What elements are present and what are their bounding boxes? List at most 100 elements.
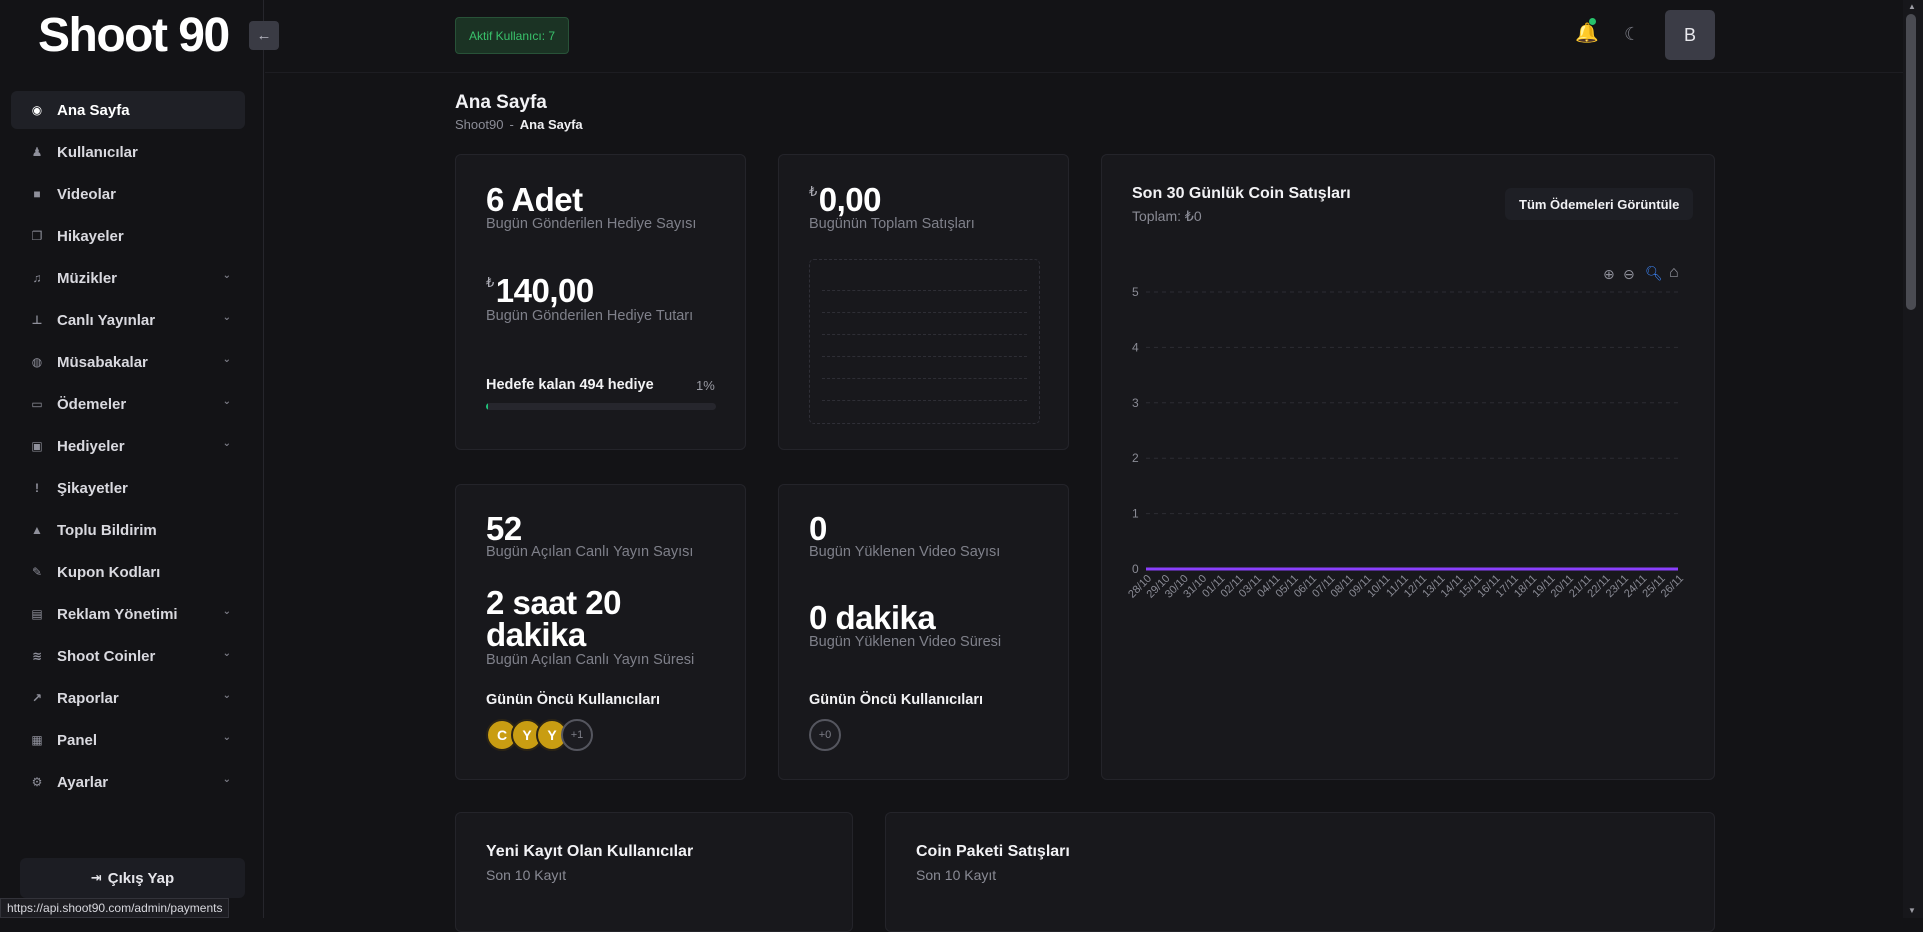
sales-amount-value: 0,00 (818, 181, 882, 218)
sidebar-item-ana-sayfa[interactable]: ◉ Ana Sayfa (11, 91, 245, 129)
home-icon[interactable]: ⌂ (1669, 264, 1679, 281)
sidebar-item-şikayetler[interactable]: ! Şikayetler (11, 469, 245, 507)
notification-dot (1589, 18, 1596, 25)
breadcrumb-separator: - (509, 117, 514, 132)
sidebar-item-reklam-yönetimi[interactable]: ▤ Reklam Yönetimi ⌄ (11, 595, 245, 633)
sidebar-item-label: Canlı Yayınlar (57, 311, 156, 329)
sidebar-nav: ◉ Ana Sayfa ♟ Kullanıcılar ■ Videolar ❐ Hikayel… (11, 91, 245, 805)
zoom-in-icon[interactable]: ⊕ (1603, 266, 1615, 282)
sidebar-item-label: Raporlar (57, 689, 119, 707)
user-avatar-button[interactable]: B (1665, 10, 1715, 60)
notification-bell-icon[interactable]: 🔔 (1575, 23, 1599, 44)
chevron-down-icon: ⌄ (222, 396, 231, 407)
sidebar-item-icon: ▭ (31, 397, 43, 411)
breadcrumb-current: Ana Sayfa (519, 117, 583, 132)
new-users-subtitle: Son 10 Kayıt (486, 867, 567, 883)
goal-progress-bar (486, 403, 716, 410)
logout-label: Çıkış Yap (107, 869, 175, 887)
goal-progress-fill (486, 403, 489, 410)
y-tick-label: 1 (1132, 507, 1139, 521)
top-users-label: Günün Öncü Kullanıcıları (486, 692, 661, 708)
top-users-label: Günün Öncü Kullanıcıları (809, 692, 984, 708)
gift-amount-label: Bugün Gönderilen Hediye Tutarı (486, 308, 694, 324)
live-duration-line1: 2 saat 20 (486, 584, 621, 621)
top-users-avatars: C Y Y +1 (486, 719, 593, 751)
zoom-icon[interactable]: 🔍︎ (1645, 265, 1663, 281)
gift-amount: ₺140,00 (486, 274, 594, 307)
live-card: 52 Bugün Açılan Canlı Yayın Sayısı 2 saa… (455, 484, 746, 780)
more-users-badge[interactable]: +1 (561, 719, 593, 751)
sidebar-item-ayarlar[interactable]: ⚙ Ayarlar ⌄ (11, 763, 245, 801)
sales-mini-chart (809, 259, 1040, 424)
scroll-up-icon[interactable]: ▲ (1908, 2, 1916, 11)
new-users-card: Yeni Kayıt Olan Kullanıcılar Son 10 Kayı… (455, 812, 853, 932)
sidebar-item-icon: ♫ (32, 271, 42, 285)
scrollbar-thumb[interactable] (1906, 14, 1916, 310)
chevron-down-icon: ⌄ (222, 648, 231, 659)
video-count: 0 (809, 510, 827, 547)
sidebar-item-label: Kullanıcılar (57, 143, 138, 161)
y-tick-label: 3 (1132, 396, 1139, 410)
y-tick-label: 2 (1132, 451, 1139, 465)
collapse-sidebar-button[interactable]: ← (249, 21, 279, 50)
scroll-down-icon[interactable]: ▼ (1908, 906, 1916, 915)
sidebar-item-icon: ▲ (31, 523, 43, 537)
sidebar-item-label: Hediyeler (57, 437, 125, 455)
sidebar-item-icon: ↗ (31, 691, 43, 705)
sidebar-item-icon: ⊥ (31, 313, 43, 327)
new-users-title: Yeni Kayıt Olan Kullanıcılar (486, 843, 694, 860)
sidebar-item-kullanıcılar[interactable]: ♟ Kullanıcılar (11, 133, 245, 171)
sidebar-item-icon: ✎ (31, 565, 43, 579)
logo[interactable]: Shoot 90 (38, 9, 230, 62)
logout-button[interactable]: ⇥ Çıkış Yap (20, 858, 245, 898)
live-count-label: Bugün Açılan Canlı Yayın Sayısı (486, 544, 694, 560)
y-tick-label: 5 (1132, 285, 1139, 299)
sales-label: Bugünün Toplam Satışları (809, 216, 975, 232)
y-tick-label: 4 (1132, 340, 1139, 354)
sidebar-item-ödemeler[interactable]: ▭ Ödemeler ⌄ (11, 385, 245, 423)
gift-amount-value: 140,00 (495, 272, 594, 309)
sidebar: Shoot 90 ← ◉ Ana Sayfa ♟ Kullanıcılar ■ Video… (0, 0, 279, 918)
sidebar-item-label: Shoot Coinler (57, 647, 156, 665)
coin-packages-title: Coin Paketi Satışları (916, 843, 1070, 860)
top-users-avatars: +0 (809, 719, 841, 751)
video-card: 0 Bugün Yüklenen Video Sayısı 0 dakika B… (778, 484, 1069, 780)
currency-symbol: ₺ (809, 184, 817, 199)
sidebar-item-label: Hikayeler (57, 227, 124, 245)
currency-symbol: ₺ (486, 275, 494, 290)
sidebar-item-icon: ▦ (31, 733, 43, 747)
breadcrumb-root[interactable]: Shoot90 (455, 117, 504, 132)
sidebar-item-icon: ■ (33, 187, 41, 201)
sales-amount: ₺0,00 (809, 181, 882, 218)
live-count: 52 (486, 510, 522, 547)
live-duration-line2: dakika (486, 616, 586, 653)
sidebar-item-label: Ana Sayfa (57, 101, 130, 119)
sidebar-item-shoot-coinler[interactable]: ≋ Shoot Coinler ⌄ (11, 637, 245, 675)
sidebar-item-hediyeler[interactable]: ▣ Hediyeler ⌄ (11, 427, 245, 465)
zoom-out-icon[interactable]: ⊖ (1623, 266, 1635, 282)
chevron-down-icon: ⌄ (222, 606, 231, 617)
sidebar-item-videolar[interactable]: ■ Videolar (11, 175, 245, 213)
sidebar-item-müzikler[interactable]: ♫ Müzikler ⌄ (11, 259, 245, 297)
sidebar-item-panel[interactable]: ▦ Panel ⌄ (11, 721, 245, 759)
chevron-down-icon: ⌄ (222, 312, 231, 323)
sidebar-item-hikayeler[interactable]: ❐ Hikayeler (11, 217, 245, 255)
theme-toggle-moon-icon[interactable]: ☾ (1624, 24, 1641, 44)
sidebar-item-label: Videolar (57, 185, 116, 203)
sidebar-item-kupon-kodları[interactable]: ✎ Kupon Kodları (11, 553, 245, 591)
sidebar-item-icon: ≋ (31, 649, 43, 663)
sidebar-item-raporlar[interactable]: ↗ Raporlar ⌄ (11, 679, 245, 717)
page-title: Ana Sayfa (455, 92, 547, 113)
video-duration: 0 dakika (809, 599, 936, 636)
view-all-payments-button[interactable]: Tüm Ödemeleri Görüntüle (1505, 188, 1694, 220)
more-users-badge[interactable]: +0 (809, 719, 841, 751)
sidebar-item-toplu-bildirim[interactable]: ▲ Toplu Bildirim (11, 511, 245, 549)
sidebar-item-label: Ödemeler (57, 395, 127, 413)
live-duration-label: Bugün Açılan Canlı Yayın Süresi (486, 652, 695, 668)
sidebar-item-müsabakalar[interactable]: ◍ Müsabakalar ⌄ (11, 343, 245, 381)
goal-label: Hedefe kalan 494 hediye (486, 377, 654, 393)
gift-count-label: Bugün Gönderilen Hediye Sayısı (486, 216, 697, 232)
chevron-down-icon: ⌄ (222, 774, 231, 785)
goal-percent: 1% (696, 378, 715, 393)
sidebar-item-canlı-yayınlar[interactable]: ⊥ Canlı Yayınlar ⌄ (11, 301, 245, 339)
